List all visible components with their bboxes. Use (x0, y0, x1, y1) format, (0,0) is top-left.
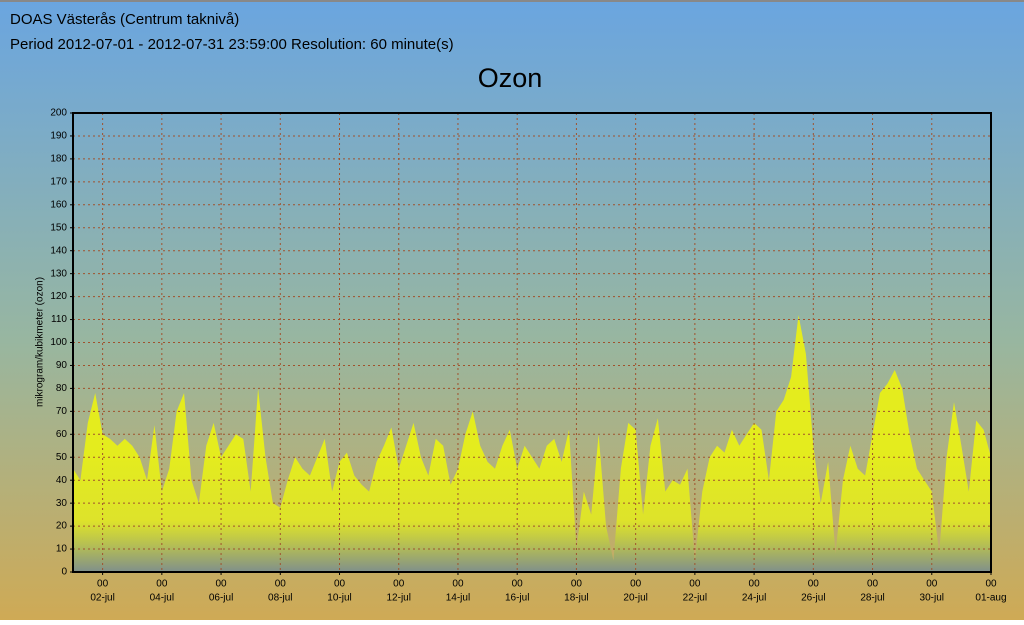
y-tick-label: 30 (56, 498, 68, 509)
y-tick-label: 180 (50, 154, 67, 165)
page-subtitle: Period 2012-07-01 - 2012-07-31 23:59:00 … (10, 36, 454, 53)
y-tick-label: 200 (50, 108, 67, 119)
y-tick-label: 80 (56, 383, 68, 394)
x-tick-label: 16-jul (505, 593, 529, 604)
chart-title: Ozon (478, 63, 543, 93)
x-tick-hour: 00 (334, 579, 346, 590)
x-tick-hour: 00 (749, 579, 761, 590)
y-tick-label: 190 (50, 131, 67, 142)
y-tick-label: 20 (56, 521, 68, 532)
x-tick-label: 30-jul (920, 593, 944, 604)
y-tick-label: 130 (50, 268, 67, 279)
x-tick-hour: 00 (689, 579, 701, 590)
x-tick-label: 18-jul (564, 593, 588, 604)
y-tick-label: 90 (56, 360, 68, 371)
x-tick-hour: 00 (393, 579, 405, 590)
y-tick-label: 60 (56, 429, 68, 440)
x-tick-label: 01-aug (975, 593, 1006, 604)
x-tick-label: 22-jul (683, 593, 707, 604)
y-tick-label: 10 (56, 544, 68, 555)
x-tick-hour: 00 (216, 579, 228, 590)
x-tick-label: 20-jul (623, 593, 647, 604)
ozone-area (73, 314, 991, 572)
x-tick-label: 06-jul (209, 593, 233, 604)
x-tick-hour: 00 (926, 579, 938, 590)
y-tick-label: 110 (51, 314, 67, 325)
y-tick-label: 50 (56, 452, 68, 463)
x-tick-hour: 00 (97, 579, 109, 590)
x-tick-hour: 00 (867, 579, 879, 590)
plot-area: 0 10 20 30 40 50 60 70 80 90 100 110 120 130 140 150 160… (50, 108, 1006, 604)
plot-frame (72, 112, 992, 573)
x-tick-label: 26-jul (801, 593, 825, 604)
x-tick-hour: 00 (275, 579, 287, 590)
y-tick-label: 150 (50, 222, 67, 233)
x-tick-label: 02-jul (90, 593, 114, 604)
y-tick-label: 0 (61, 567, 67, 578)
x-tick-hour: 00 (985, 579, 997, 590)
x-tick-hour: 00 (156, 579, 168, 590)
y-axis-label: mikrogram/kubikmeter (ozon) (35, 277, 46, 407)
x-tick-hour: 00 (630, 579, 642, 590)
x-tick-hour: 00 (571, 579, 583, 590)
x-tick-label: 04-jul (150, 593, 174, 604)
y-tick-label: 170 (50, 176, 67, 187)
x-tick-hour: 00 (452, 579, 464, 590)
x-tick-label: 12-jul (387, 593, 411, 604)
x-tick-hour: 00 (808, 579, 820, 590)
x-tick-label: 08-jul (268, 593, 292, 604)
x-tick-label: 24-jul (742, 593, 766, 604)
y-tick-label: 140 (50, 245, 67, 256)
y-tick-label: 160 (50, 199, 67, 210)
y-tick-label: 40 (56, 475, 68, 486)
y-tick-label: 100 (50, 337, 67, 348)
page-title: DOAS Västerås (Centrum taknivå) (10, 11, 239, 28)
x-tick-label: 14-jul (446, 593, 470, 604)
x-tick-label: 10-jul (327, 593, 351, 604)
y-tick-label: 120 (50, 291, 67, 302)
x-tick-label: 28-jul (860, 593, 884, 604)
y-tick-label: 70 (56, 406, 68, 417)
x-tick-hour: 00 (512, 579, 524, 590)
